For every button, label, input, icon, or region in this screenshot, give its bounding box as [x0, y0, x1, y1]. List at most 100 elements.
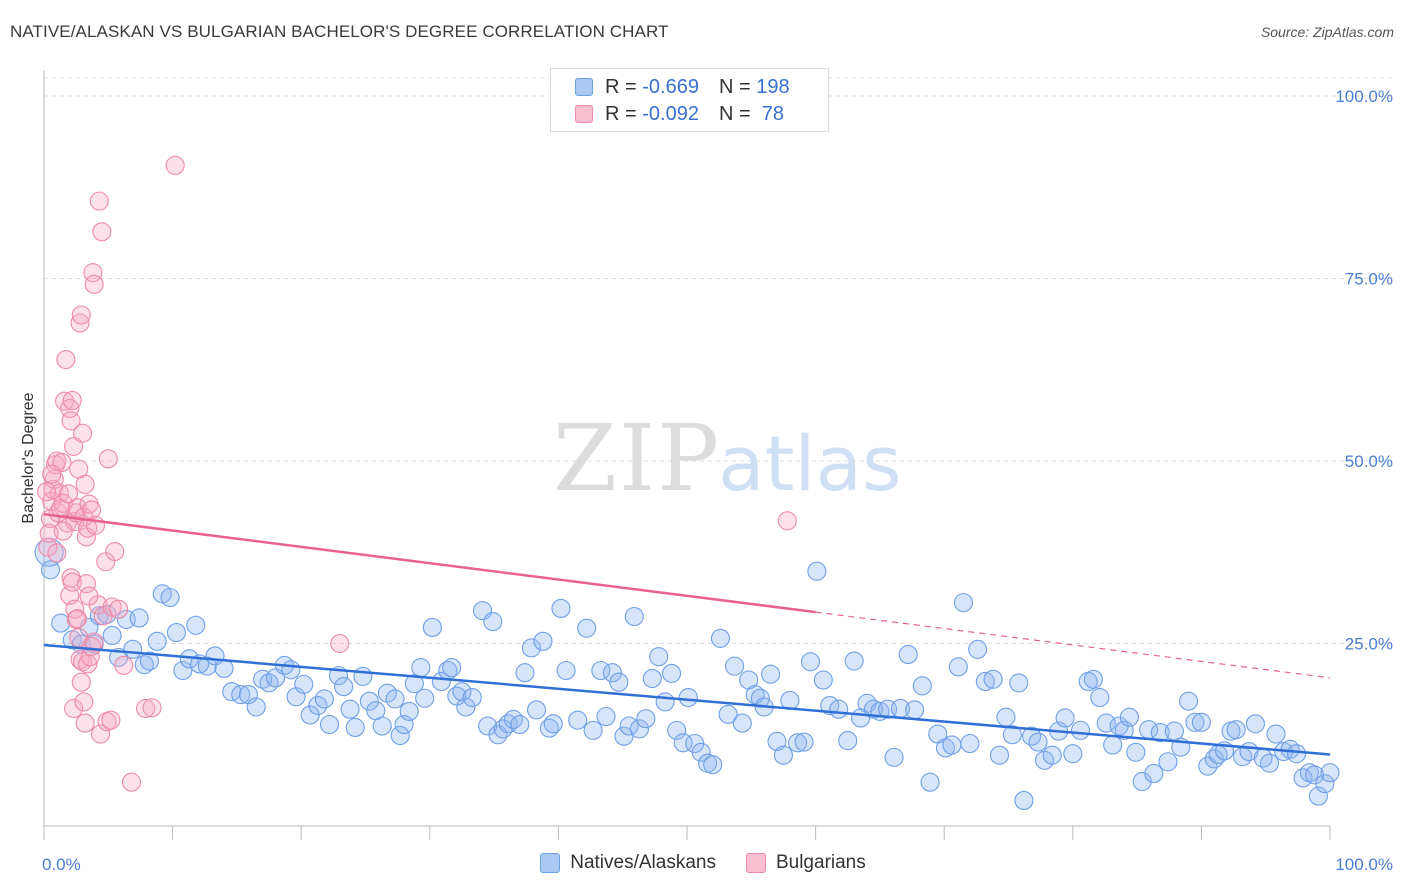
- series-legend-natives[interactable]: Natives/Alaskans: [540, 852, 716, 874]
- natives-point: [609, 672, 629, 692]
- natives-point: [1178, 691, 1199, 711]
- legend-r-value: -0.669: [642, 75, 699, 98]
- natives-point: [1320, 763, 1340, 783]
- bulgarians-point: [75, 713, 95, 733]
- series-label-natives: Natives/Alaskans: [570, 852, 716, 873]
- y-tick-label: 50.0%: [1345, 452, 1393, 471]
- bulgarians-points: [37, 155, 797, 792]
- natives-point: [1293, 768, 1313, 788]
- natives-point: [960, 733, 980, 754]
- natives-point: [1090, 687, 1110, 708]
- bulgarians-point: [121, 772, 141, 792]
- natives-point: [800, 652, 821, 672]
- x-tick-label-max: 100.0%: [1335, 855, 1393, 874]
- gridlines: [44, 77, 1392, 644]
- natives-point: [281, 660, 301, 680]
- natives-point: [411, 658, 431, 678]
- natives-point: [390, 725, 410, 746]
- natives-point: [920, 772, 940, 792]
- natives-point: [456, 697, 476, 717]
- natives-point: [102, 625, 122, 646]
- bulgarians-trend-extension: [815, 611, 1331, 679]
- natives-point: [838, 731, 858, 751]
- natives-point: [294, 674, 314, 694]
- legend-swatch-natives: [575, 78, 593, 96]
- natives-point: [160, 587, 180, 608]
- bulgarians-point: [58, 484, 78, 504]
- legend-row-bulgarians: R = -0.092 N = 78: [575, 101, 784, 127]
- natives-point: [123, 639, 143, 659]
- natives-point: [905, 700, 925, 720]
- y-tick-labels: 25.0% 50.0% 75.0% 100.0%: [1335, 87, 1393, 654]
- natives-point: [942, 735, 962, 755]
- natives-trend-line: [43, 643, 1331, 756]
- natives-point: [1287, 744, 1307, 764]
- natives-point: [583, 720, 603, 740]
- natives-point: [718, 704, 738, 724]
- legend-n-label: N =: [718, 102, 757, 125]
- natives-point: [551, 598, 571, 619]
- natives-point: [526, 700, 547, 720]
- legend: R = -0.669 N = 198 R = -0.092 N = 78: [550, 68, 829, 132]
- bulgarians-point: [73, 423, 93, 443]
- natives-point: [246, 697, 266, 717]
- natives-point: [794, 732, 814, 752]
- natives-point: [300, 705, 320, 725]
- natives-point: [139, 651, 160, 671]
- legend-swatch-bulgarians: [575, 105, 593, 123]
- natives-point: [678, 687, 698, 708]
- series-legend-bulgarians[interactable]: Bulgarians: [745, 852, 866, 874]
- natives-point: [732, 713, 752, 733]
- bulgarians-point: [76, 574, 96, 594]
- natives-point: [1126, 742, 1146, 762]
- natives-point: [334, 677, 354, 697]
- watermark-atlas: atlas: [718, 419, 902, 508]
- natives-point: [1055, 708, 1075, 728]
- x-tick-labels: 0.0% 100.0%: [42, 855, 1393, 874]
- natives-point: [844, 651, 864, 671]
- bulgarians-point: [79, 586, 99, 606]
- natives-point: [483, 612, 503, 632]
- natives-point: [510, 714, 530, 735]
- bulgarians-point: [67, 609, 87, 629]
- natives-point: [1083, 669, 1103, 689]
- natives-point: [629, 719, 649, 739]
- natives-point: [319, 714, 340, 735]
- bulgarians-point: [42, 464, 62, 484]
- natives-point: [1028, 732, 1048, 752]
- bulgarians-point: [53, 493, 73, 513]
- natives-point: [1014, 790, 1034, 811]
- bulgarians-point: [109, 599, 129, 619]
- natives-point: [1070, 720, 1091, 740]
- bulgarians-point: [62, 390, 82, 410]
- bulgarians-point: [62, 572, 82, 592]
- natives-point: [1144, 763, 1164, 783]
- bulgarians-point: [53, 521, 73, 541]
- natives-point: [452, 682, 472, 702]
- natives-point: [1260, 753, 1280, 773]
- bulgarians-point: [330, 633, 350, 654]
- natives-point: [1009, 673, 1029, 693]
- bulgarians-point: [64, 436, 84, 456]
- natives-point: [1063, 744, 1083, 764]
- legend-n-value: 198: [756, 75, 790, 98]
- natives-point: [1266, 724, 1286, 744]
- natives-point: [948, 657, 968, 677]
- legend-n-label: N =: [718, 75, 757, 98]
- natives-point: [1315, 774, 1335, 794]
- natives-point: [385, 689, 405, 709]
- trend-lines: [43, 513, 1331, 756]
- natives-point: [788, 733, 808, 753]
- natives-point: [533, 631, 553, 651]
- natives-point: [691, 742, 711, 762]
- bulgarians-point: [777, 511, 797, 531]
- natives-point: [884, 747, 904, 767]
- natives-point: [134, 655, 154, 675]
- y-tick-label: 100.0%: [1335, 87, 1393, 106]
- watermark-zip: ZIP: [553, 405, 721, 512]
- legend-r-value: -0.092: [642, 102, 699, 125]
- natives-point: [415, 688, 435, 708]
- bulgarians-point: [71, 672, 91, 692]
- natives-point: [773, 745, 794, 765]
- natives-point: [431, 671, 451, 692]
